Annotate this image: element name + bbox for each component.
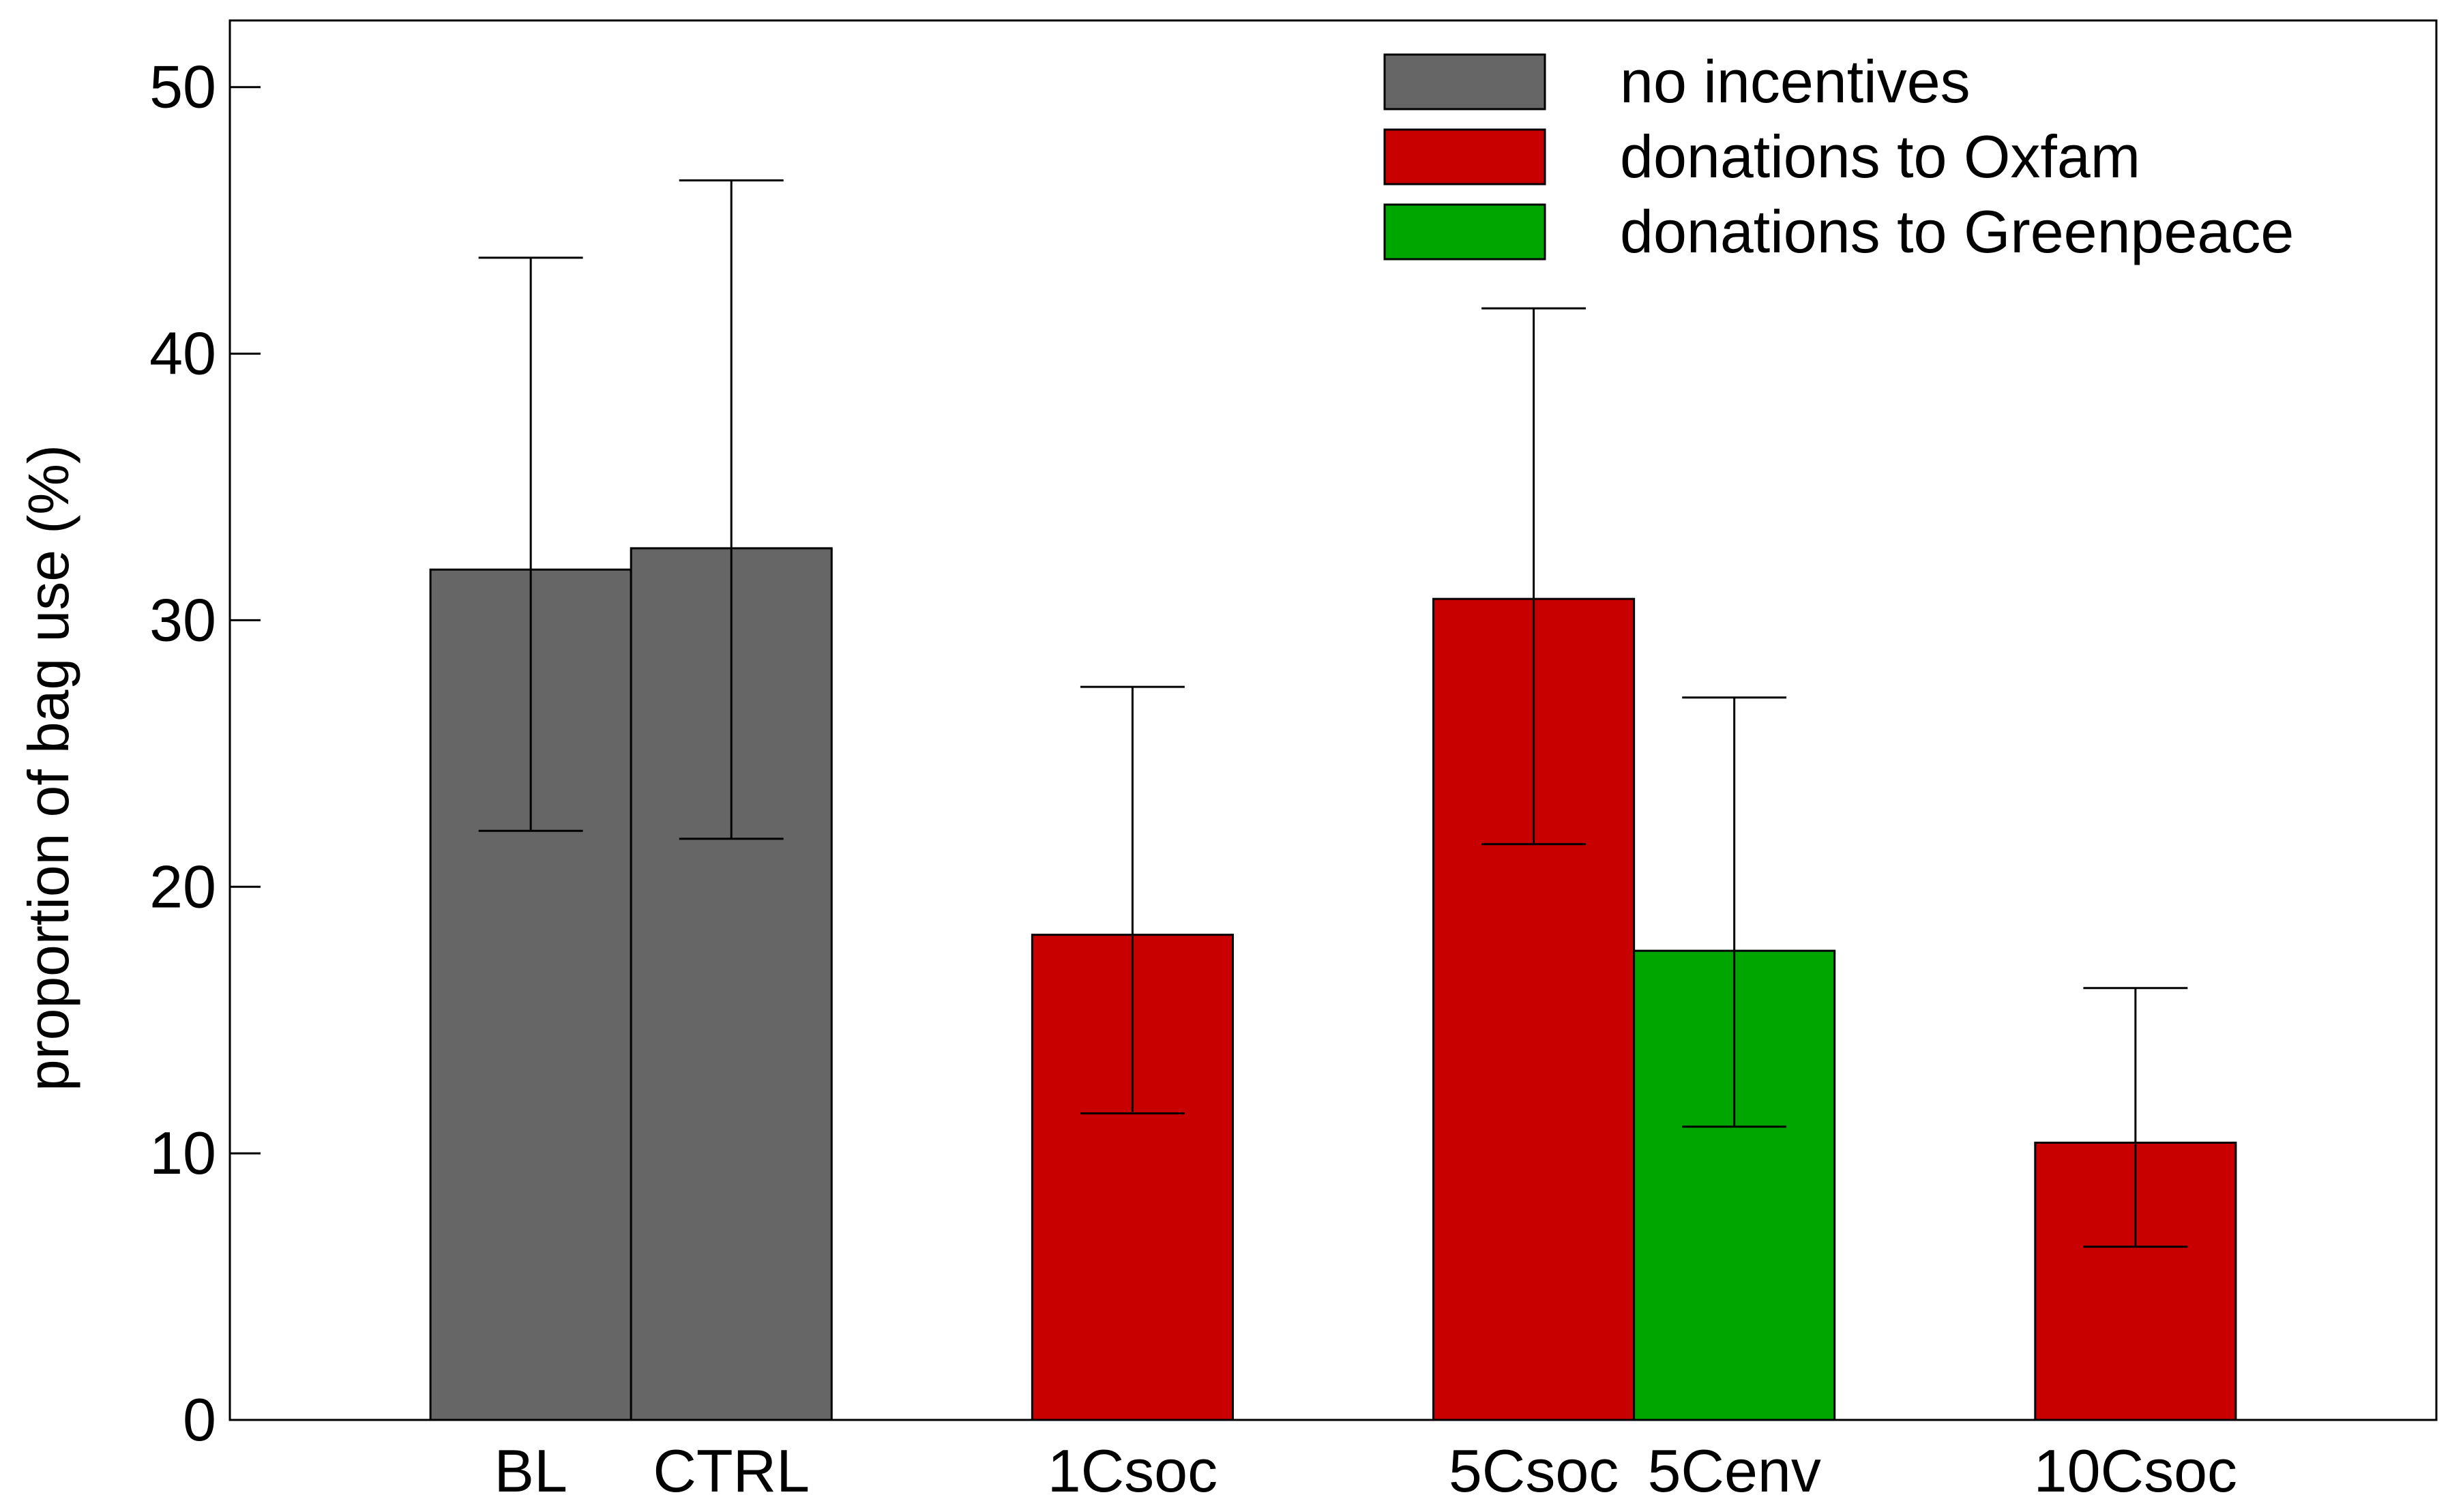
x-category-label-5cenv: 5Cenv xyxy=(1647,1437,1820,1504)
legend-label: donations to Greenpeace xyxy=(1620,198,2294,265)
y-tick-label: 0 xyxy=(183,1386,216,1453)
legend-swatch xyxy=(1383,203,1546,261)
y-axis-title: proportion of bag use (%) xyxy=(16,445,80,1091)
x-category-label-5csoc: 5Csoc xyxy=(1449,1437,1619,1504)
y-tick-label: 10 xyxy=(149,1119,216,1187)
legend-swatch xyxy=(1383,128,1546,186)
plot-frame xyxy=(228,19,2438,1421)
y-tick-label: 40 xyxy=(149,320,216,387)
x-category-label-bl: BL xyxy=(494,1437,567,1504)
legend-swatch xyxy=(1383,53,1546,110)
x-category-label-10csoc: 10Csoc xyxy=(2034,1437,2237,1504)
y-tick-label: 50 xyxy=(149,53,216,121)
y-tick-label: 30 xyxy=(149,586,216,653)
x-category-label-ctrl: CTRL xyxy=(653,1437,810,1504)
legend-label: donations to Oxfam xyxy=(1620,123,2140,190)
legend-label: no incentives xyxy=(1620,48,1971,115)
x-category-label-1csoc: 1Csoc xyxy=(1048,1437,1217,1504)
y-tick-label: 20 xyxy=(149,853,216,920)
bar-5cenv xyxy=(1633,949,1836,1421)
